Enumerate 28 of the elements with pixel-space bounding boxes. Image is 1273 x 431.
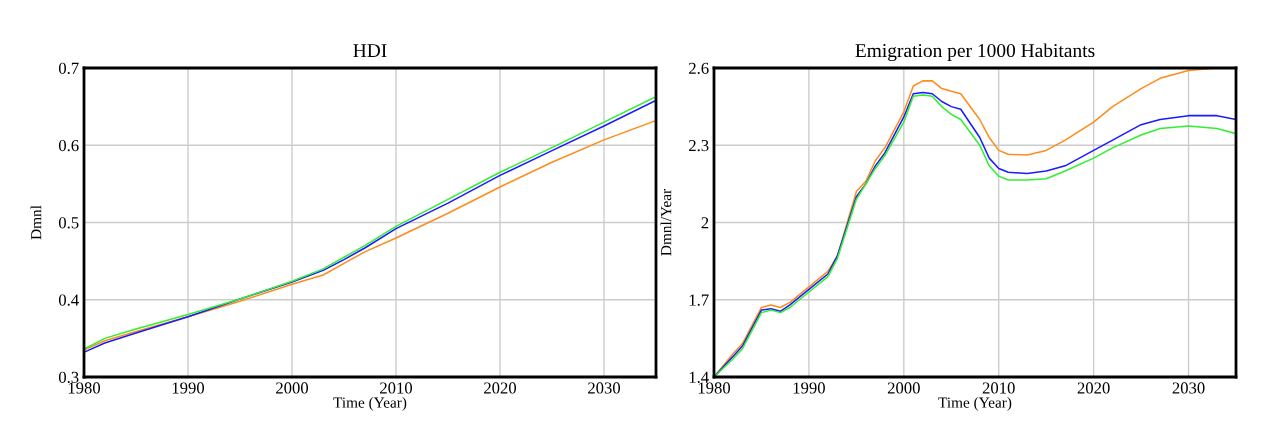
- x-tick-label: 2010: [982, 382, 1015, 394]
- y-axis-title: Dmnl/Year: [660, 189, 672, 256]
- y-tick-label: 0.3: [58, 371, 79, 384]
- y-tick-label: 0.5: [58, 217, 79, 229]
- x-tick-label: 2020: [1077, 382, 1110, 394]
- y-tick-label: 2.6: [689, 62, 709, 75]
- chart-title: HDI: [353, 44, 387, 57]
- x-tick-label: 2000: [276, 382, 309, 394]
- y-axis-title: Dmnl: [30, 205, 42, 240]
- chart-title: Emigration per 1000 Habitants: [855, 43, 1095, 62]
- x-axis-title: Time (Year): [938, 396, 1012, 411]
- y-tick-label: 0.7: [58, 62, 79, 75]
- y-tick-label: 1.7: [689, 294, 709, 306]
- x-tick-label: 2020: [484, 382, 517, 394]
- x-tick-label: 2030: [1172, 382, 1205, 394]
- x-tick-label: 1980: [68, 382, 101, 394]
- x-tick-label: 1990: [793, 382, 825, 394]
- y-tick-label: 0.4: [58, 294, 79, 306]
- y-tick-label: 2.3: [689, 140, 709, 152]
- y-tick-label: 0.6: [58, 139, 79, 152]
- x-tick-label: 2010: [380, 382, 413, 394]
- x-tick-label: 1990: [172, 382, 205, 394]
- x-tick-label: 2000: [887, 382, 920, 394]
- x-tick-label: 2030: [588, 382, 621, 394]
- x-tick-label: 1980: [698, 382, 731, 394]
- y-tick-label: 1.4: [689, 371, 709, 384]
- x-axis-title: Time (Year): [333, 396, 407, 411]
- y-tick-label: 2: [701, 217, 709, 229]
